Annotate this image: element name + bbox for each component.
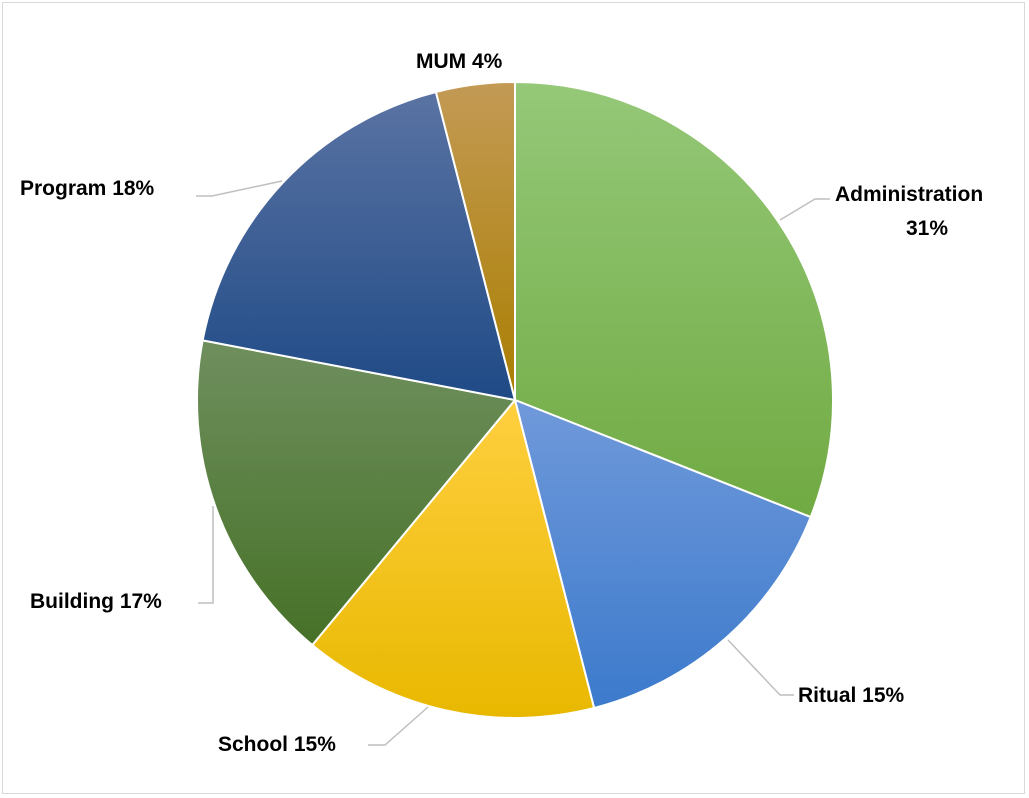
leader-lines [196,180,830,746]
pie-slice-school [311,399,596,719]
pie-slice-ritual [514,399,812,710]
data-label-program: Program 18% [20,177,155,200]
data-label-administration: Administration [835,183,983,206]
leader-line-administration [779,198,830,221]
data-label-mum: MUM 4% [416,50,503,73]
leader-line-program [196,180,283,197]
data-label-ritual: Ritual 15% [798,684,905,707]
pie-slices [195,81,834,719]
leader-line-building [198,506,214,604]
pie-slice-program [201,90,516,401]
leader-line-school [368,706,429,746]
data-label-administration-percent: 31% [906,217,948,240]
leader-line-ritual [727,639,794,696]
pie-slice-mum [434,81,516,401]
data-label-school: School 15% [218,733,336,756]
data-labels: Administration 31% Ritual 15% School 15% Bui… [20,50,983,756]
pie-slice-administration [514,81,834,519]
data-label-building: Building 17% [30,590,162,613]
pie-slice-building [195,339,516,647]
